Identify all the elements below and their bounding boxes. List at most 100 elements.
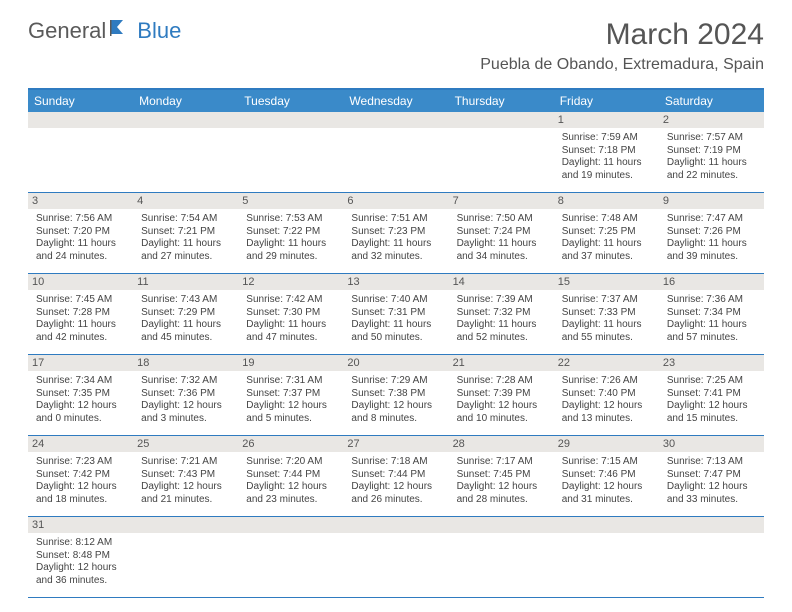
daynum-row: 3456789 — [28, 193, 764, 209]
day-number — [449, 112, 554, 128]
week-row: Sunrise: 7:45 AMSunset: 7:28 PMDaylight:… — [28, 290, 764, 355]
daylight-line: Daylight: 12 hours and 15 minutes. — [667, 400, 756, 425]
calendar-cell — [28, 128, 133, 192]
sunrise-line: Sunrise: 8:12 AM — [36, 537, 125, 550]
sunset-line: Sunset: 7:19 PM — [667, 145, 756, 158]
sunset-line: Sunset: 7:34 PM — [667, 307, 756, 320]
sunset-line: Sunset: 7:36 PM — [141, 388, 230, 401]
calendar-cell: Sunrise: 7:18 AMSunset: 7:44 PMDaylight:… — [343, 452, 448, 516]
sunset-line: Sunset: 7:29 PM — [141, 307, 230, 320]
sunset-line: Sunset: 7:47 PM — [667, 469, 756, 482]
daylight-line: Daylight: 11 hours and 27 minutes. — [141, 238, 230, 263]
sunset-line: Sunset: 7:42 PM — [36, 469, 125, 482]
sunset-line: Sunset: 7:31 PM — [351, 307, 440, 320]
weekday-label: Sunday — [28, 90, 133, 112]
day-number — [449, 517, 554, 533]
sunset-line: Sunset: 7:24 PM — [457, 226, 546, 239]
day-number: 5 — [238, 193, 343, 209]
calendar-cell: Sunrise: 7:36 AMSunset: 7:34 PMDaylight:… — [659, 290, 764, 354]
daylight-line: Daylight: 11 hours and 24 minutes. — [36, 238, 125, 263]
day-number — [133, 112, 238, 128]
day-number: 21 — [449, 355, 554, 371]
day-number — [238, 517, 343, 533]
logo: General Blue — [28, 18, 181, 44]
weekday-label: Tuesday — [238, 90, 343, 112]
day-number: 23 — [659, 355, 764, 371]
day-number: 20 — [343, 355, 448, 371]
day-number: 19 — [238, 355, 343, 371]
day-number: 22 — [554, 355, 659, 371]
week-row: Sunrise: 7:56 AMSunset: 7:20 PMDaylight:… — [28, 209, 764, 274]
calendar-cell — [133, 128, 238, 192]
day-number — [133, 517, 238, 533]
calendar-cell: Sunrise: 7:57 AMSunset: 7:19 PMDaylight:… — [659, 128, 764, 192]
calendar-cell: Sunrise: 7:31 AMSunset: 7:37 PMDaylight:… — [238, 371, 343, 435]
sunrise-line: Sunrise: 7:59 AM — [562, 132, 651, 145]
day-number: 16 — [659, 274, 764, 290]
location: Puebla de Obando, Extremadura, Spain — [480, 56, 764, 74]
daylight-line: Daylight: 12 hours and 21 minutes. — [141, 481, 230, 506]
sunrise-line: Sunrise: 7:29 AM — [351, 375, 440, 388]
day-number: 31 — [28, 517, 133, 533]
day-number: 10 — [28, 274, 133, 290]
sunrise-line: Sunrise: 7:31 AM — [246, 375, 335, 388]
calendar-cell: Sunrise: 7:25 AMSunset: 7:41 PMDaylight:… — [659, 371, 764, 435]
day-number: 11 — [133, 274, 238, 290]
calendar-cell — [238, 533, 343, 597]
day-number: 27 — [343, 436, 448, 452]
day-number: 24 — [28, 436, 133, 452]
daylight-line: Daylight: 11 hours and 32 minutes. — [351, 238, 440, 263]
sunset-line: Sunset: 7:46 PM — [562, 469, 651, 482]
calendar-cell: Sunrise: 7:50 AMSunset: 7:24 PMDaylight:… — [449, 209, 554, 273]
day-number: 6 — [343, 193, 448, 209]
calendar-cell: Sunrise: 7:47 AMSunset: 7:26 PMDaylight:… — [659, 209, 764, 273]
daylight-line: Daylight: 11 hours and 47 minutes. — [246, 319, 335, 344]
day-number: 4 — [133, 193, 238, 209]
daynum-row: 24252627282930 — [28, 436, 764, 452]
calendar-cell: Sunrise: 7:13 AMSunset: 7:47 PMDaylight:… — [659, 452, 764, 516]
day-number: 26 — [238, 436, 343, 452]
header: General Blue March 2024 Puebla de Obando… — [0, 0, 792, 82]
calendar-cell: Sunrise: 7:29 AMSunset: 7:38 PMDaylight:… — [343, 371, 448, 435]
daylight-line: Daylight: 12 hours and 5 minutes. — [246, 400, 335, 425]
sunset-line: Sunset: 7:41 PM — [667, 388, 756, 401]
sunrise-line: Sunrise: 7:32 AM — [141, 375, 230, 388]
daylight-line: Daylight: 11 hours and 22 minutes. — [667, 157, 756, 182]
page-title: March 2024 — [480, 18, 764, 52]
flag-icon — [109, 18, 135, 44]
sunrise-line: Sunrise: 7:42 AM — [246, 294, 335, 307]
daylight-line: Daylight: 11 hours and 19 minutes. — [562, 157, 651, 182]
calendar-cell: Sunrise: 7:26 AMSunset: 7:40 PMDaylight:… — [554, 371, 659, 435]
sunrise-line: Sunrise: 7:17 AM — [457, 456, 546, 469]
day-number: 2 — [659, 112, 764, 128]
day-number — [238, 112, 343, 128]
day-number: 15 — [554, 274, 659, 290]
daylight-line: Daylight: 11 hours and 57 minutes. — [667, 319, 756, 344]
calendar-cell: Sunrise: 7:37 AMSunset: 7:33 PMDaylight:… — [554, 290, 659, 354]
day-number: 3 — [28, 193, 133, 209]
weekday-label: Friday — [554, 90, 659, 112]
calendar-cell: Sunrise: 7:54 AMSunset: 7:21 PMDaylight:… — [133, 209, 238, 273]
sunset-line: Sunset: 8:48 PM — [36, 550, 125, 563]
calendar-cell: Sunrise: 7:48 AMSunset: 7:25 PMDaylight:… — [554, 209, 659, 273]
calendar-cell — [343, 533, 448, 597]
daylight-line: Daylight: 12 hours and 18 minutes. — [36, 481, 125, 506]
calendar-cell — [554, 533, 659, 597]
daylight-line: Daylight: 12 hours and 0 minutes. — [36, 400, 125, 425]
sunrise-line: Sunrise: 7:40 AM — [351, 294, 440, 307]
sunrise-line: Sunrise: 7:34 AM — [36, 375, 125, 388]
calendar-cell: Sunrise: 7:21 AMSunset: 7:43 PMDaylight:… — [133, 452, 238, 516]
sunset-line: Sunset: 7:21 PM — [141, 226, 230, 239]
daylight-line: Daylight: 11 hours and 55 minutes. — [562, 319, 651, 344]
day-number: 7 — [449, 193, 554, 209]
sunrise-line: Sunrise: 7:45 AM — [36, 294, 125, 307]
sunrise-line: Sunrise: 7:57 AM — [667, 132, 756, 145]
daylight-line: Daylight: 11 hours and 50 minutes. — [351, 319, 440, 344]
sunrise-line: Sunrise: 7:48 AM — [562, 213, 651, 226]
week-row: Sunrise: 7:34 AMSunset: 7:35 PMDaylight:… — [28, 371, 764, 436]
sunrise-line: Sunrise: 7:18 AM — [351, 456, 440, 469]
sunset-line: Sunset: 7:40 PM — [562, 388, 651, 401]
day-number — [343, 517, 448, 533]
calendar-cell: Sunrise: 7:20 AMSunset: 7:44 PMDaylight:… — [238, 452, 343, 516]
calendar-cell — [343, 128, 448, 192]
